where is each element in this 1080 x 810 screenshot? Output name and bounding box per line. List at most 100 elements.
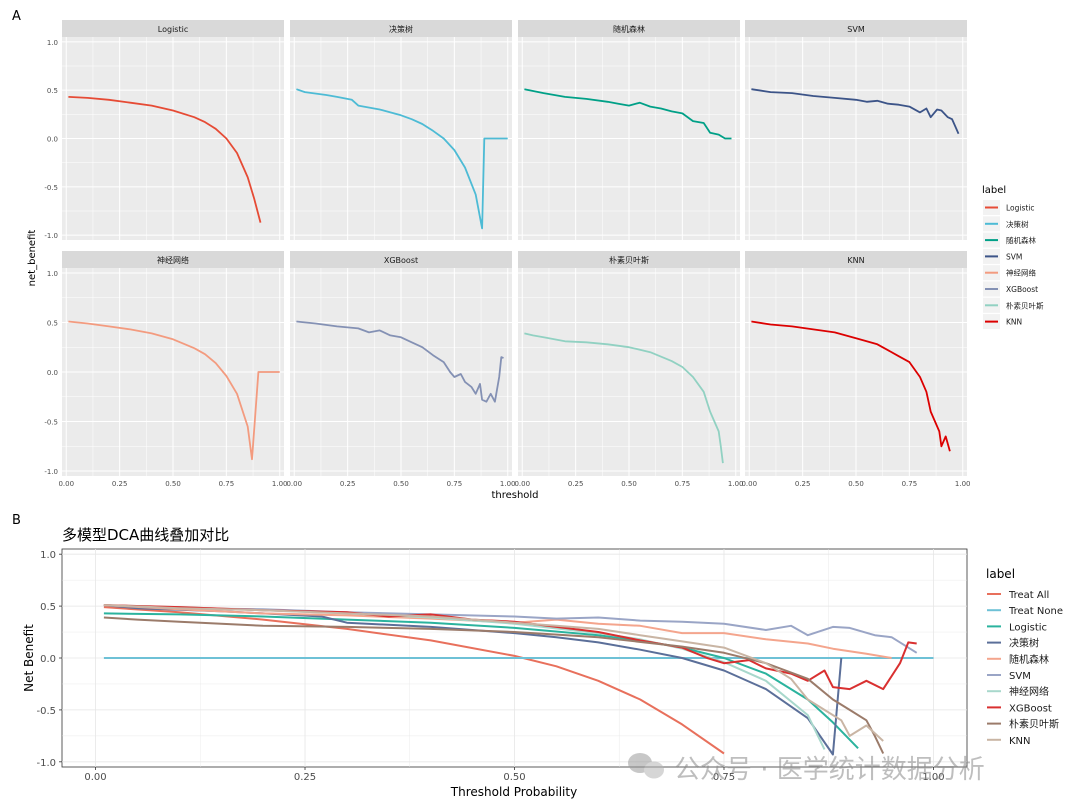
legend-label: 随机森林 [1009, 653, 1049, 666]
y-tick-label: -1.0 [44, 468, 58, 476]
series-line [524, 332, 724, 464]
legend-label: KNN [1006, 318, 1022, 327]
legend-item: 随机森林 [983, 232, 1036, 248]
x-tick-label: 0.50 [393, 480, 409, 488]
legend-item: 朴素贝叶斯 [983, 297, 1044, 313]
y-tick-label: 0.0 [47, 136, 58, 144]
y-tick-label: 1.0 [40, 550, 56, 561]
x-tick-label: 0.50 [621, 480, 637, 488]
legend-item: Logistic [987, 622, 1047, 633]
x-tick-label: 0.00 [84, 772, 106, 783]
panel-b-plot: 1.0 0.5 0.0 -0.5 -1.0 0.00 0.25 0.50 0.75 1.00 [36, 548, 968, 783]
y-tick-label: -0.5 [44, 184, 58, 192]
facet-strip [518, 20, 740, 37]
legend-item: KNN [983, 314, 1022, 330]
x-tick-label: 0.75 [675, 480, 691, 488]
legend-item: Treat None [987, 606, 1063, 617]
facet-strip [745, 251, 967, 268]
overlay-series-4-line [103, 604, 892, 659]
panel-b-xlabel: Threshold Probability [450, 785, 577, 799]
facet-series-2: 随机森林 [518, 20, 740, 240]
x-tick-label: 0.25 [568, 480, 584, 488]
x-tick-label: 0.50 [503, 772, 525, 783]
facet-strip-label: XGBoost [384, 256, 418, 265]
facet-series-5: XGBoost 0.00 0.25 0.50 0.75 1.00 [286, 251, 516, 488]
facet-strip [62, 20, 284, 37]
y-tick-label: 1.0 [47, 39, 58, 47]
panel-a-tag: A [12, 9, 21, 24]
y-tick-label: -0.5 [44, 419, 58, 427]
y-tick-label: -0.5 [36, 706, 56, 717]
y-tick-label: 0.0 [40, 654, 56, 665]
facet-series-0: Logistic 1.0 0.5 0.0 -0.5 -1.0 [44, 20, 284, 240]
panel-b-tag: B [12, 513, 21, 528]
legend-label: SVM [1006, 252, 1022, 261]
watermark-text: 公众号 · 医学统计数据分析 [674, 755, 985, 785]
x-tick-label: 0.00 [58, 480, 74, 488]
legend-item: XGBoost [987, 703, 1052, 714]
legend-label: Treat None [1008, 606, 1063, 617]
facet-strip-label: Logistic [158, 25, 188, 34]
facet-strip-label: 决策树 [389, 24, 413, 34]
series-line [296, 320, 504, 403]
x-tick-label: 0.00 [514, 480, 530, 488]
x-tick-label: 1.00 [728, 480, 744, 488]
legend-label: 决策树 [1009, 637, 1039, 650]
legend-item: 决策树 [987, 637, 1039, 650]
y-tick-label: 0.5 [47, 87, 58, 95]
x-tick-label: 0.75 [219, 480, 235, 488]
facet-strip [745, 20, 967, 37]
series-line [296, 88, 508, 230]
legend-item: KNN [987, 736, 1031, 747]
overlay-series-2-line [103, 612, 859, 749]
legend-label: KNN [1009, 736, 1031, 747]
facet-strip-label: KNN [847, 256, 864, 265]
facet-series-6: 朴素贝叶斯 0.00 0.25 0.50 0.75 1.00 [514, 251, 744, 488]
x-tick-label: 0.50 [848, 480, 864, 488]
legend-label: 神经网络 [1009, 685, 1049, 698]
legend-item: XGBoost [983, 281, 1038, 297]
y-tick-label: 0.5 [47, 319, 58, 327]
legend-label: 随机森林 [1006, 235, 1036, 245]
legend-item: SVM [983, 248, 1022, 264]
x-tick-label: 0.50 [165, 480, 181, 488]
facet-strip-label: 朴素贝叶斯 [609, 255, 649, 265]
facet-strip [518, 251, 740, 268]
x-tick-label: 0.25 [112, 480, 128, 488]
y-tick-label: 1.0 [47, 270, 58, 278]
legend-item: Treat All [987, 590, 1049, 601]
overlay-series-0-line [103, 606, 725, 755]
facet-strip [62, 251, 284, 268]
x-tick-label: 0.25 [795, 480, 811, 488]
wechat-icon [628, 753, 664, 779]
series-line [524, 88, 732, 140]
y-tick-label: 0.5 [40, 602, 56, 613]
panel-b-title: 多模型DCA曲线叠加对比 [62, 526, 229, 544]
panel-a-legend-title: label [982, 185, 1006, 196]
x-tick-label: 0.75 [447, 480, 463, 488]
panel-a-xlabel: threshold [491, 490, 538, 501]
facet-strip-label: SVM [847, 25, 865, 34]
legend-label: Logistic [1006, 204, 1035, 213]
legend-label: 朴素贝叶斯 [1006, 300, 1044, 310]
legend-item: 神经网络 [983, 265, 1036, 281]
panel-a-facets: Logistic 1.0 0.5 0.0 -0.5 -1.0 决策树 随机森林 SVM 神经网络 1… [44, 20, 971, 488]
legend-label: XGBoost [1009, 703, 1052, 714]
legend-label: XGBoost [1006, 285, 1038, 294]
legend-item: SVM [987, 671, 1031, 682]
x-tick-label: 0.00 [741, 480, 757, 488]
legend-item: 决策树 [983, 216, 1029, 232]
x-tick-label: 0.75 [713, 772, 735, 783]
facet-series-1: 决策树 [290, 20, 512, 240]
series-line [751, 320, 951, 452]
legend-label: 朴素贝叶斯 [1009, 718, 1059, 731]
panel-b-ylabel: Net Benefit [22, 624, 36, 692]
legend-label: 决策树 [1006, 219, 1029, 229]
watermark: 公众号 · 医学统计数据分析 [628, 753, 985, 785]
legend-item: 神经网络 [987, 685, 1049, 698]
overlay-series-8-line [103, 616, 885, 754]
y-tick-label: -1.0 [36, 758, 56, 769]
